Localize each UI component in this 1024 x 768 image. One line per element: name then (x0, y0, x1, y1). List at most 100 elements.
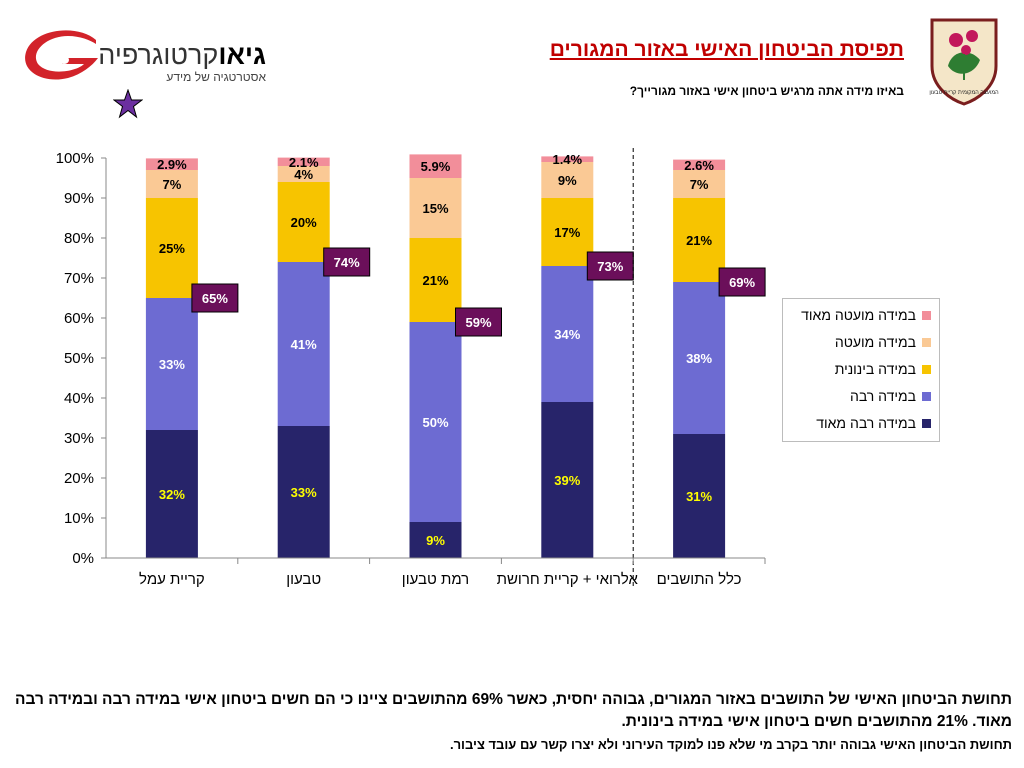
legend-label: במידה רבה מאוד (816, 415, 916, 431)
y-tick-label: 80% (64, 230, 94, 247)
total-label: 73% (597, 259, 623, 274)
legend-item: במידה מועטה (835, 333, 931, 351)
x-tick-label: כלל התושבים (657, 571, 742, 588)
bar-data-label: 33% (159, 357, 185, 372)
bar-data-label: 25% (159, 241, 185, 256)
secondary-note: תחושת הביטחון האישי גבוהה יותר בקרב מי ש… (449, 737, 1012, 752)
legend-label: במידה בינונית (834, 361, 916, 377)
notes-block: תחושת הביטחון האישי של התושבים באזור המג… (12, 689, 1012, 752)
bar-data-label: 9% (426, 533, 445, 548)
bar-data-label: 20% (291, 215, 317, 230)
x-tick-label: קריית עמל (139, 571, 205, 588)
bar-segment (541, 266, 594, 402)
legend-item: במידה רבה (850, 387, 931, 405)
legend-item: במידה מועטה מאוד (801, 306, 931, 324)
bar-segment (673, 159, 726, 170)
bar-segment (673, 198, 726, 282)
y-tick-label: 10% (64, 510, 94, 527)
bar-segment (277, 262, 330, 426)
summary-note: תחושת הביטחון האישי של התושבים באזור המג… (15, 691, 1012, 730)
bar-segment (277, 157, 330, 166)
bar-data-label: 31% (686, 489, 712, 504)
bar-segment (277, 426, 330, 558)
bar-data-label: 2.1% (289, 155, 319, 170)
x-tick-label: אלרואי + קריית חרושת (497, 571, 639, 588)
brand-name-bold: גיאו (218, 40, 266, 70)
bar-segment (409, 178, 462, 238)
y-tick-label: 50% (64, 350, 94, 367)
bar-segment (409, 322, 462, 522)
bar-data-label: 41% (291, 337, 317, 352)
brand-name-rest: קרטוגרפיה (98, 40, 219, 70)
bar-segment (541, 156, 594, 162)
bar-segment (541, 402, 594, 558)
bar-segment (409, 154, 462, 178)
bar-segment (673, 170, 726, 198)
bars-group: 32% 33% 25% 7% 2.9% 65% 33% 41% 20% 4%2.1% 74% 9% 50… (145, 148, 766, 586)
bar-data-label: 7% (163, 177, 182, 192)
bar-data-label: 4% (294, 167, 313, 182)
bar-data-label: 34% (554, 327, 580, 342)
stacked-bar-chart: 0% 10% 20% 30% 40% 50% 60% 70% 80% 90% 100% 32% 33%… (56, 148, 766, 588)
y-tick-label: 60% (64, 310, 94, 327)
bar-segment (277, 182, 330, 262)
brand-name: גיאוקרטוגרפיה (98, 40, 266, 70)
bar-segment (541, 198, 594, 266)
y-tick-label: 30% (64, 430, 94, 447)
bar-segment (409, 238, 462, 322)
bar-data-label: 2.9% (157, 157, 187, 172)
page-title: תפיסת הביטחון האישי באזור המגורים (549, 38, 904, 61)
y-tick-label: 90% (64, 190, 94, 207)
bar-data-label: 38% (686, 351, 712, 366)
bar-data-label: 50% (422, 415, 448, 430)
y-tick-label: 40% (64, 390, 94, 407)
bar-data-label: 21% (422, 273, 448, 288)
x-tick-label: טבעון (286, 571, 321, 588)
bar-segment (145, 430, 198, 558)
bar-segment (541, 162, 594, 198)
legend-label: במידה מועטה מאוד (801, 307, 916, 323)
total-label: 65% (202, 291, 228, 306)
bar-data-label: 32% (159, 487, 185, 502)
legend-swatch (922, 364, 931, 374)
legend-swatch (922, 310, 931, 320)
legend-item: במידה בינונית (835, 360, 931, 378)
bar-segment (277, 166, 330, 182)
y-tick-label: 100% (56, 150, 94, 167)
bar-data-label: 15% (422, 201, 448, 216)
bar-segment (145, 158, 198, 170)
brand-block: גיאוקרטוגרפיה אסטרטגיה של מידע (98, 40, 266, 84)
bar-segment (145, 298, 198, 430)
chart-legend: במידה מועטה מאוד במידה מועטה במידה בינונית… (782, 298, 940, 442)
bar-data-label: 39% (554, 473, 580, 488)
y-axis: 0% 10% 20% 30% 40% 50% 60% 70% 80% 90% 100% (56, 150, 107, 567)
bar-data-label: 1.4% (552, 152, 582, 167)
x-tick-label: רמת טבעון (402, 571, 469, 588)
emblem-text: המועצה המקומית קריית טבעון (929, 90, 999, 96)
y-tick-label: 70% (64, 270, 94, 287)
brand-tagline: אסטרטגיה של מידע (166, 70, 266, 84)
total-label: 69% (729, 275, 755, 290)
bar-data-label: 21% (686, 233, 712, 248)
total-label: 74% (334, 255, 360, 270)
total-box (718, 267, 766, 297)
total-box (191, 283, 239, 313)
total-box (586, 251, 634, 281)
total-box (455, 307, 502, 337)
bar-segment (145, 170, 198, 198)
bar-segment (673, 434, 726, 558)
legend-swatch (922, 391, 931, 401)
y-tick-label: 20% (64, 470, 94, 487)
geo-cartography-logo-icon (25, 30, 98, 80)
legend-label: במידה רבה (849, 388, 916, 404)
legend-label: במידה מועטה (834, 334, 916, 350)
bar-data-label: 5.9% (421, 159, 451, 174)
x-axis: קריית עמל טבעון רמת טבעון אלרואי + קריית חר… (106, 557, 766, 588)
bar-data-label: 2.6% (684, 158, 714, 173)
bar-segment (409, 522, 462, 558)
legend-item: במידה רבה מאוד (816, 414, 931, 432)
total-box (323, 247, 371, 277)
bar-data-label: 17% (554, 225, 580, 240)
bar-segment (673, 282, 726, 434)
legend-swatch (922, 418, 931, 428)
